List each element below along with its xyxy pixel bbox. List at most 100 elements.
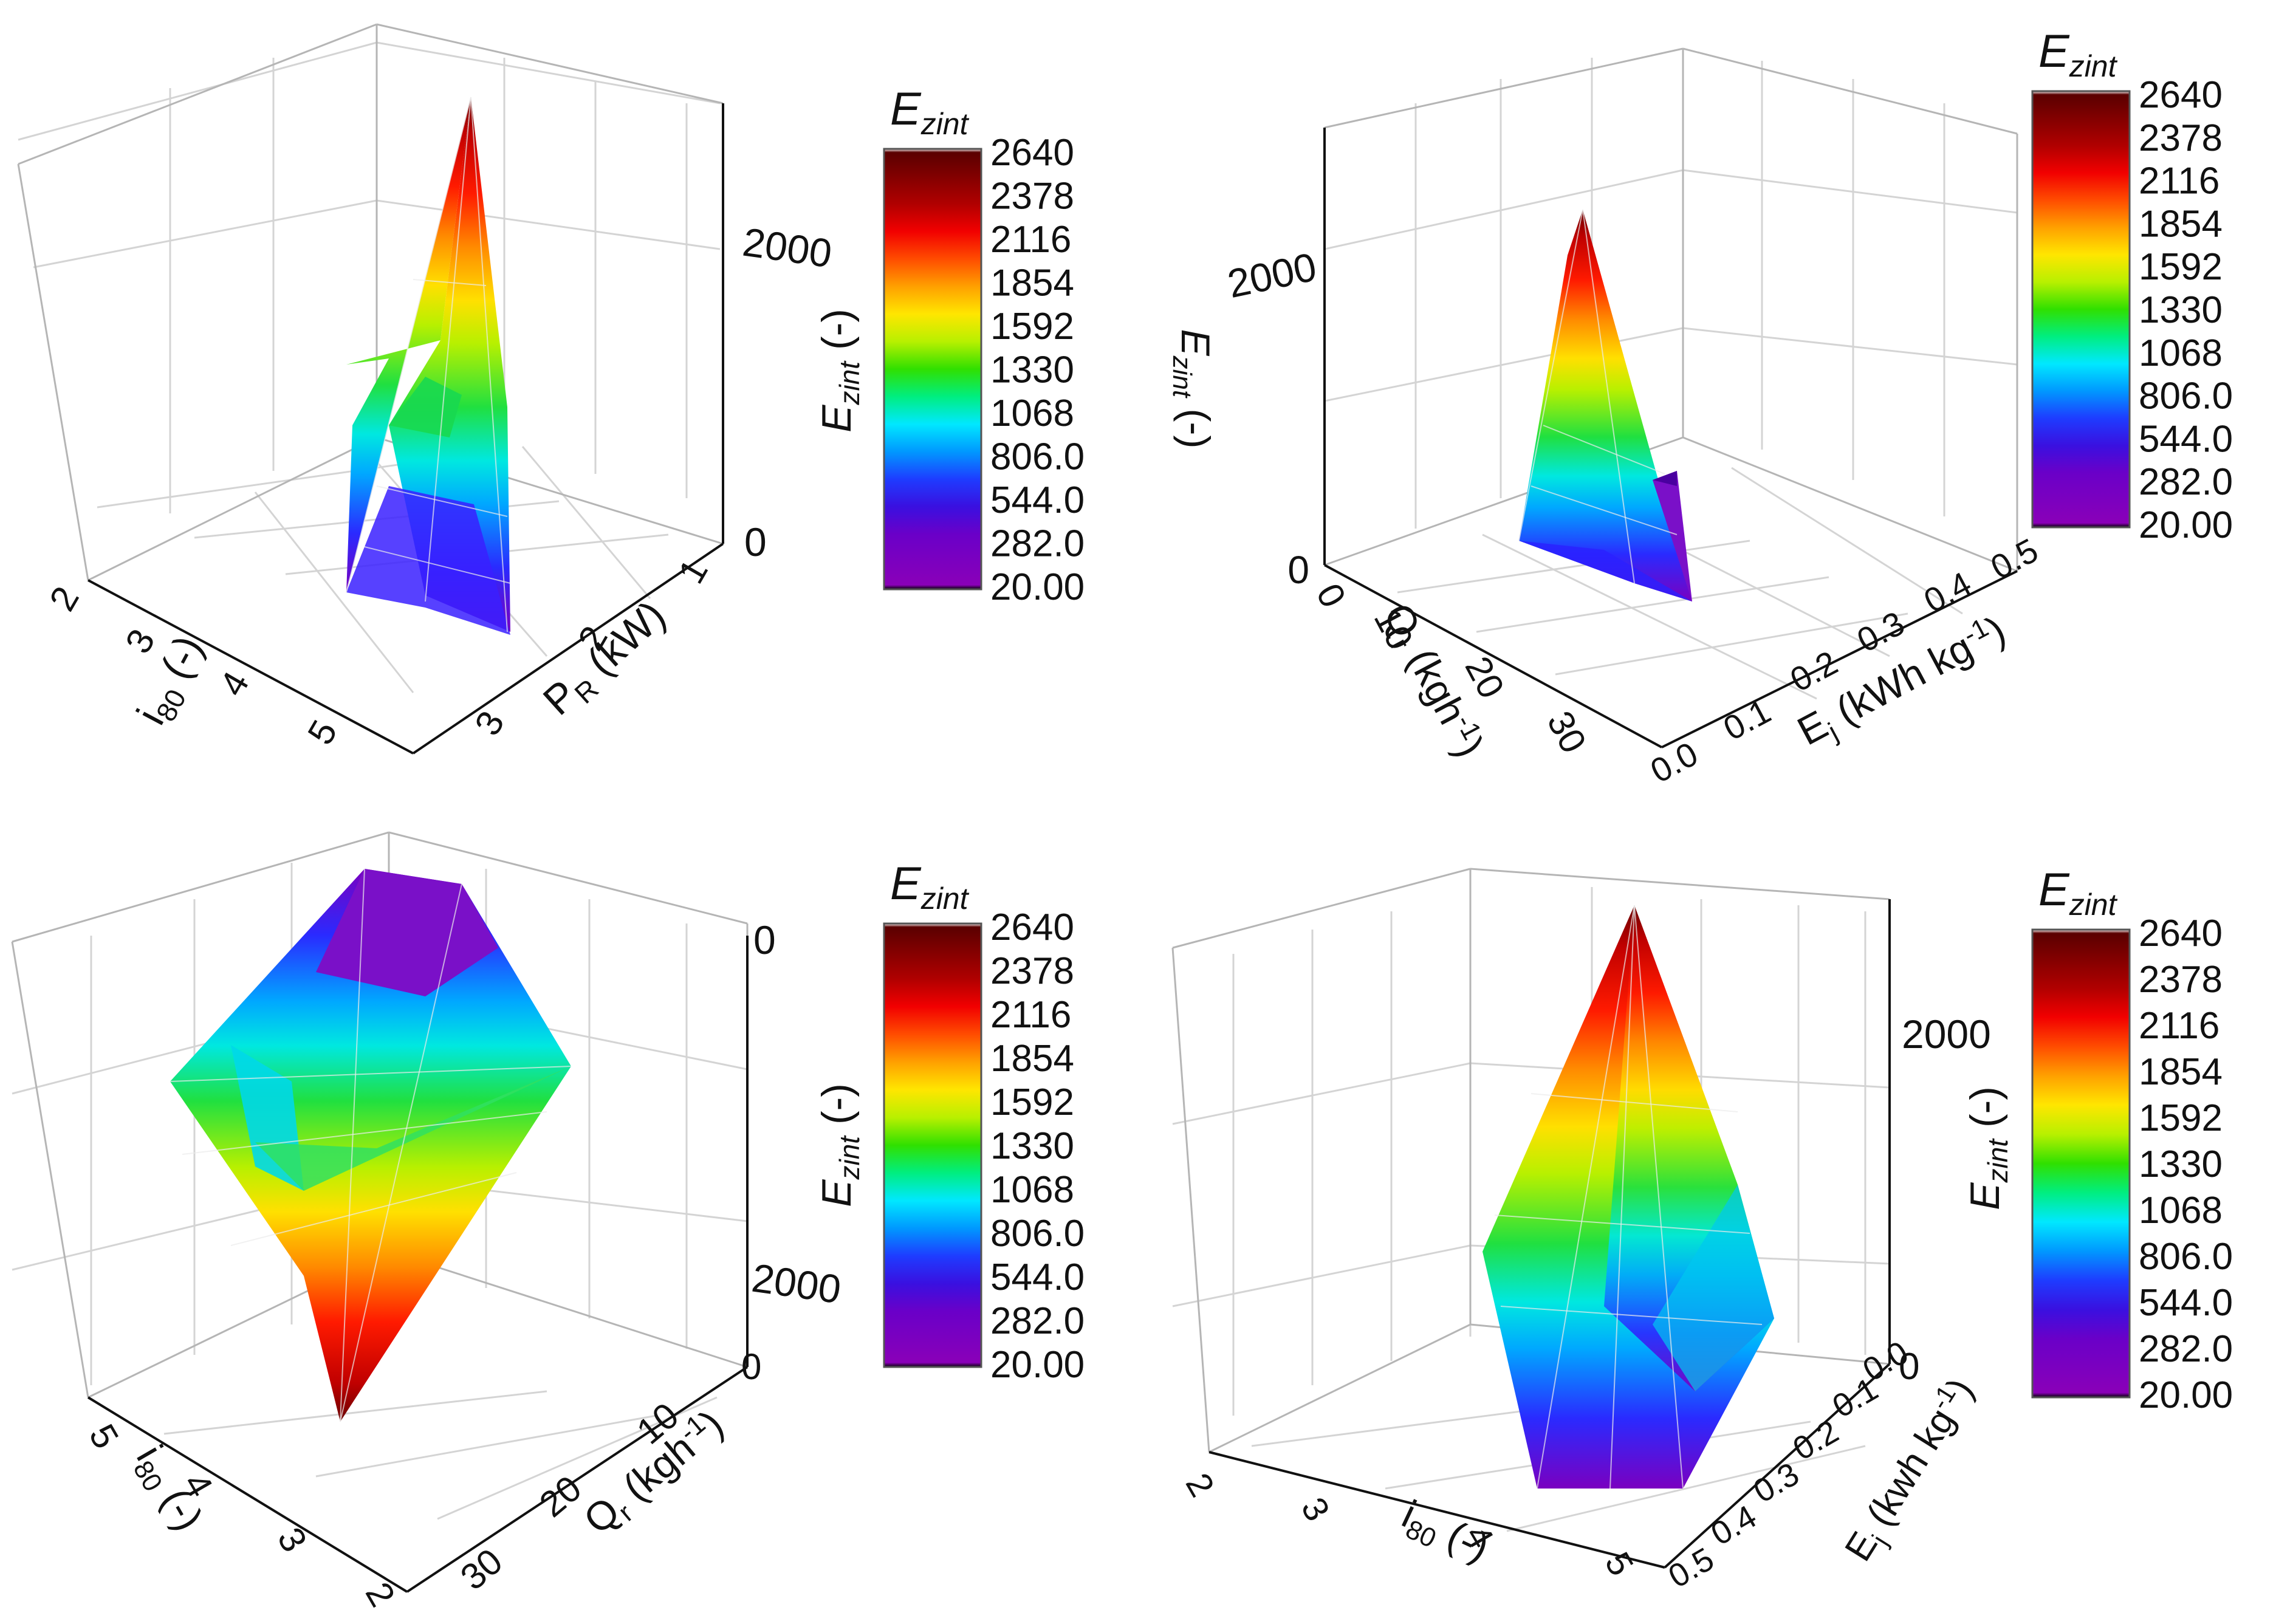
y-tick: 0.4 bbox=[1918, 564, 1977, 620]
colorbar-gradient bbox=[883, 922, 982, 1368]
z-tick: 2000 bbox=[740, 219, 835, 276]
colorbar-tick: 544.0 bbox=[2139, 1282, 2233, 1324]
colorbar-tick: 1068 bbox=[990, 1169, 1074, 1211]
colorbar-tick: 2116 bbox=[2139, 160, 2219, 202]
colorbar-tick: 1854 bbox=[990, 262, 1074, 304]
z-axis-label: Ezint (-) bbox=[1962, 1086, 2014, 1210]
colorbar-tick: 806.0 bbox=[990, 1213, 1085, 1255]
colorbar-tick: 282.0 bbox=[2139, 461, 2233, 503]
colorbar-top-left: Ezint 2640237821161854159213301068806.054… bbox=[814, 83, 1085, 608]
surface-tl bbox=[346, 97, 511, 635]
z-tick: 2000 bbox=[1902, 1012, 1991, 1057]
colorbar-tick: 806.0 bbox=[990, 436, 1085, 478]
z-axis-label: Ezint (-) bbox=[1167, 329, 1218, 449]
y-axis-label: PR (kW) bbox=[535, 592, 678, 728]
colorbar-tick: 20.00 bbox=[2139, 504, 2233, 546]
colorbar-title: Ezint bbox=[890, 83, 970, 141]
colorbar-top-right: Ezint 2640237821161854159213301068806.054… bbox=[2031, 26, 2233, 546]
colorbar-tick: 2640 bbox=[2139, 74, 2223, 116]
colorbar-tick: 2116 bbox=[990, 994, 1071, 1036]
z-tick: 0 bbox=[1899, 1346, 1919, 1388]
colorbar-tick: 1854 bbox=[990, 1038, 1074, 1080]
colorbar-bottom-left: Ezint 2640237821161854159213301068806.054… bbox=[814, 858, 1085, 1386]
x-tick: 0 bbox=[1309, 577, 1354, 614]
z-axis-label: Ezint (-) bbox=[814, 309, 865, 433]
colorbar-tick: 2640 bbox=[990, 906, 1074, 948]
colorbar-tick: 806.0 bbox=[2139, 1236, 2233, 1278]
colorbar-title: Ezint bbox=[2038, 26, 2118, 83]
colorbar-tick: 1330 bbox=[990, 349, 1074, 391]
colorbar-tick: 2640 bbox=[990, 132, 1074, 174]
axis-lines bbox=[1323, 128, 2018, 749]
colorbar-tick: 1854 bbox=[2139, 203, 2223, 245]
z-tick: 0 bbox=[741, 1346, 761, 1387]
z-axis-label: Ezint (-) bbox=[814, 1083, 865, 1207]
colorbar-tick: 544.0 bbox=[990, 479, 1085, 521]
colorbar-tick: 1068 bbox=[990, 392, 1074, 434]
y-tick: 0.5 bbox=[1662, 1541, 1720, 1595]
z-tick: 0 bbox=[744, 519, 767, 564]
colorbars: Ezint2640237821161854159213301068806.054… bbox=[814, 26, 2233, 1416]
surface-bl bbox=[170, 868, 572, 1422]
y-tick: 1 bbox=[670, 552, 716, 590]
colorbar-tick: 2640 bbox=[2139, 913, 2223, 954]
y-tick: 0.3 bbox=[1851, 603, 1910, 659]
colorbar-tick: 2378 bbox=[990, 950, 1074, 992]
panel-top-right bbox=[1323, 47, 2018, 749]
colorbar-tick: 1592 bbox=[2139, 246, 2223, 288]
axis-lines bbox=[1208, 899, 1891, 1569]
colorbar-tick: 2116 bbox=[2139, 1005, 2219, 1047]
x-tick: 3 bbox=[117, 622, 163, 660]
y-tick: 30 bbox=[453, 1541, 510, 1598]
colorbar-tick: 1592 bbox=[990, 306, 1074, 348]
axis-lines bbox=[87, 103, 724, 755]
colorbar-tick: 20.00 bbox=[990, 566, 1085, 608]
colorbar-gradient bbox=[2031, 90, 2131, 529]
colorbar-tick: 1068 bbox=[2139, 1190, 2223, 1232]
colorbar-tick: 544.0 bbox=[2139, 418, 2233, 460]
x-tick: 5 bbox=[300, 713, 345, 751]
colorbar-tick: 20.00 bbox=[2139, 1374, 2233, 1416]
colorbar-tick: 544.0 bbox=[990, 1256, 1085, 1298]
z-tick: 0 bbox=[1287, 548, 1309, 592]
colorbar-tick: 1854 bbox=[2139, 1051, 2223, 1093]
colorbar-tick: 282.0 bbox=[990, 523, 1085, 565]
colorbar-tick: 1068 bbox=[2139, 332, 2223, 374]
y-tick: 0.3 bbox=[1747, 1456, 1805, 1510]
colorbar-tick: 1330 bbox=[2139, 289, 2223, 331]
x-tick: 2 bbox=[41, 580, 87, 617]
colorbar-tick: 2116 bbox=[990, 219, 1071, 261]
x-tick: 5 bbox=[81, 1417, 127, 1455]
panel-top-left bbox=[17, 23, 724, 755]
z-tick: 2000 bbox=[749, 1255, 844, 1312]
surface-br bbox=[1482, 905, 1774, 1489]
x-tick: 2 bbox=[1178, 1467, 1222, 1503]
x-tick: 3 bbox=[270, 1521, 315, 1558]
x-tick: 3 bbox=[1294, 1491, 1337, 1527]
colorbar-tick: 20.00 bbox=[990, 1344, 1085, 1386]
colorbar-tick: 2378 bbox=[2139, 959, 2223, 1001]
colorbar-tick: 282.0 bbox=[990, 1300, 1085, 1342]
y-tick: 0.2 bbox=[1787, 1413, 1845, 1468]
colorbar-tick: 2378 bbox=[2139, 117, 2223, 159]
colorbar-tick: 1330 bbox=[2139, 1143, 2223, 1185]
y-tick: 0.4 bbox=[1705, 1498, 1763, 1553]
x-tick: 4 bbox=[211, 665, 257, 702]
surface-tr bbox=[1518, 209, 1692, 601]
colorbar-title: Ezint bbox=[2038, 864, 2118, 922]
axis-lines bbox=[87, 936, 749, 1593]
colorbar-tick: 806.0 bbox=[2139, 375, 2233, 417]
colorbar-tick: 1592 bbox=[2139, 1097, 2223, 1139]
panel-bottom-right bbox=[1171, 868, 1891, 1569]
colorbar-tick: 2378 bbox=[990, 176, 1074, 218]
colorbar-tick: 282.0 bbox=[2139, 1328, 2233, 1370]
panel-bottom-left bbox=[11, 831, 749, 1593]
colorbar-tick: 1592 bbox=[990, 1081, 1074, 1123]
z-tick: 0 bbox=[753, 917, 776, 962]
y-tick: 0.1 bbox=[1717, 691, 1777, 747]
y-tick: 3 bbox=[467, 704, 512, 742]
colorbar-gradient bbox=[2031, 928, 2131, 1399]
x-tick: 30 bbox=[1540, 705, 1594, 759]
